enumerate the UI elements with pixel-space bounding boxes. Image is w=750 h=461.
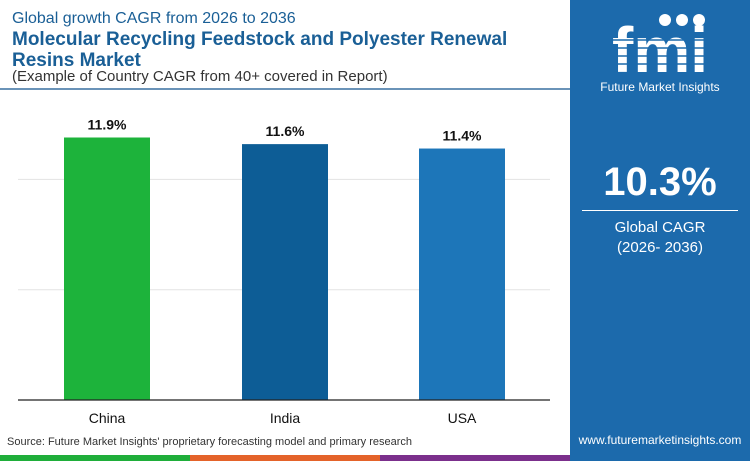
footer-strip-purple: [380, 455, 570, 461]
footer-strip-orange: [190, 455, 380, 461]
bar-chart: 11.9% China 11.6% India 11.4% USA: [18, 117, 550, 425]
footer-strip-green: [0, 455, 190, 461]
bar-china: [64, 137, 150, 400]
source-note: Source: Future Market Insights' propriet…: [7, 436, 412, 448]
fmi-logo-icon: fmi: [600, 14, 720, 80]
global-cagr-value: 10.3%: [603, 160, 717, 204]
data-label: 11.4%: [443, 128, 482, 144]
chart-note: (Example of Country CAGR from 40+ covere…: [12, 68, 388, 85]
header-divider: [0, 88, 570, 90]
bar-india: [242, 144, 328, 400]
data-label: 11.9%: [88, 117, 127, 133]
x-tick-label: China: [89, 410, 126, 425]
chart-title: Molecular Recycling Feedstock and Polyes…: [12, 29, 508, 71]
x-tick-label: India: [270, 410, 301, 425]
cagr-label: Global CAGR: [614, 219, 706, 236]
cagr-divider: [582, 210, 738, 211]
global-cagr-label: Global CAGR (2026- 2036): [570, 218, 750, 258]
x-tick-label: USA: [448, 410, 477, 425]
website-link[interactable]: www.futuremarketinsights.com: [578, 433, 742, 447]
chart-subtitle: Global growth CAGR from 2026 to 2036: [12, 10, 296, 27]
bar-usa: [419, 148, 505, 400]
cagr-period: (2026- 2036): [617, 239, 703, 256]
data-label: 11.6%: [266, 123, 305, 139]
brand-name: Future Market Insights: [600, 80, 720, 94]
svg-text:fmi: fmi: [612, 14, 708, 80]
sidebar-panel: [570, 0, 750, 461]
